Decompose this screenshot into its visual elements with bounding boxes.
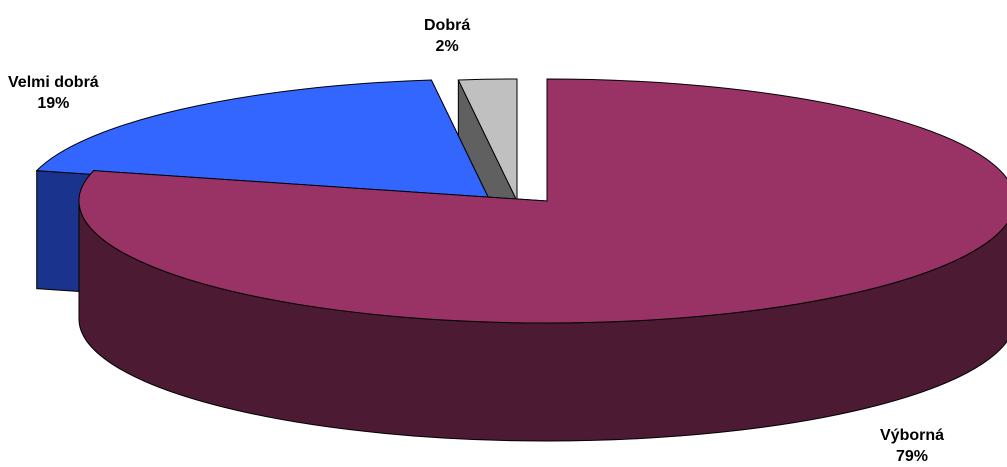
slice-name: Dobrá: [424, 17, 471, 34]
slice-name: Velmi dobrá: [8, 74, 99, 91]
slice-label-vyborna: Výborná 79%: [880, 425, 944, 467]
slice-percent: 19%: [37, 95, 70, 112]
slice-label-dobra: Dobrá 2%: [424, 15, 470, 57]
slice-velmi-dobra: [35, 79, 491, 202]
slice-percent: 79%: [895, 448, 929, 465]
slice-dobra: [457, 78, 518, 202]
slice-label-velmi-dobra: Velmi dobrá 19%: [8, 72, 99, 114]
slice-vyborna: [78, 78, 1007, 324]
slice-name: Výborná: [880, 427, 945, 444]
slice-percent: 2%: [435, 38, 459, 55]
